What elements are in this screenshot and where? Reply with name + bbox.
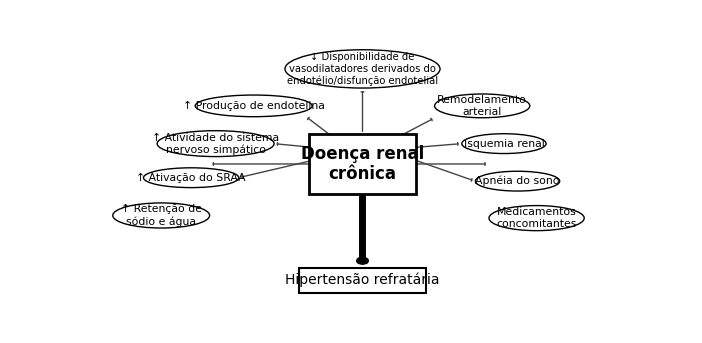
Ellipse shape [489, 205, 584, 230]
Text: Isquemia renal: Isquemia renal [463, 139, 544, 149]
Text: Doença renal
crônica: Doença renal crônica [301, 144, 424, 184]
Ellipse shape [157, 131, 274, 156]
Ellipse shape [475, 171, 559, 191]
Ellipse shape [462, 134, 546, 154]
Text: Medicamentos
concomitantes: Medicamentos concomitantes [496, 207, 577, 229]
Text: Apnéia do sono: Apnéia do sono [475, 176, 559, 186]
Ellipse shape [143, 168, 239, 188]
Text: Remodelamento
arterial: Remodelamento arterial [437, 95, 527, 117]
FancyBboxPatch shape [298, 268, 426, 293]
Ellipse shape [435, 94, 530, 118]
Ellipse shape [285, 50, 440, 88]
Text: ↑ Atividade do sistema
nervoso simpático: ↑ Atividade do sistema nervoso simpático [152, 132, 279, 155]
Ellipse shape [195, 95, 312, 117]
Text: Hipertensão refratária: Hipertensão refratária [285, 273, 439, 287]
Text: ↑ Ativação do SRAA: ↑ Ativação do SRAA [136, 173, 246, 183]
Text: ↑ Produção de endotelina: ↑ Produção de endotelina [183, 101, 324, 111]
FancyBboxPatch shape [310, 134, 416, 194]
Text: ↑ Retenção de
sódio e água: ↑ Retenção de sódio e água [121, 204, 201, 227]
Ellipse shape [113, 203, 210, 228]
Text: ↓ Disponibilidade de
vasodilatadores derivados do
endotélio/disfunção endotelial: ↓ Disponibilidade de vasodilatadores der… [287, 52, 438, 86]
